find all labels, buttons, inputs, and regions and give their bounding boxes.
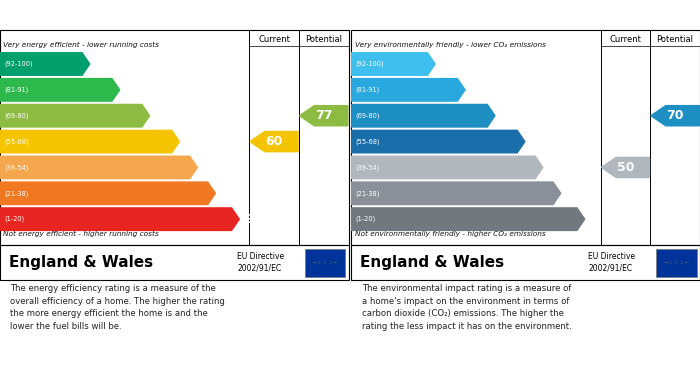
FancyArrow shape xyxy=(0,156,197,179)
Text: F: F xyxy=(218,187,227,200)
FancyArrow shape xyxy=(0,104,150,127)
Text: Very environmentally friendly - lower CO₂ emissions: Very environmentally friendly - lower CO… xyxy=(355,42,546,48)
Text: (55-68): (55-68) xyxy=(356,138,380,145)
FancyArrow shape xyxy=(351,104,495,127)
FancyArrow shape xyxy=(0,182,216,204)
Text: (39-54): (39-54) xyxy=(356,164,380,171)
FancyArrow shape xyxy=(601,157,650,178)
Text: E: E xyxy=(200,161,209,174)
Text: D: D xyxy=(182,135,192,148)
Text: The energy efficiency rating is a measure of the
overall efficiency of a home. T: The energy efficiency rating is a measur… xyxy=(10,284,225,331)
Bar xyxy=(305,249,345,276)
Bar xyxy=(657,249,696,276)
Text: (21-38): (21-38) xyxy=(4,190,29,197)
Text: (81-91): (81-91) xyxy=(4,87,29,93)
FancyArrow shape xyxy=(351,156,542,179)
Text: Current: Current xyxy=(258,35,290,44)
Text: E: E xyxy=(545,161,554,174)
Text: G: G xyxy=(242,213,252,226)
Text: 70: 70 xyxy=(666,109,684,122)
Text: A: A xyxy=(438,57,447,70)
Text: D: D xyxy=(528,135,538,148)
Text: (1-20): (1-20) xyxy=(356,216,376,222)
Text: (69-80): (69-80) xyxy=(4,113,29,119)
Text: (21-38): (21-38) xyxy=(356,190,380,197)
FancyArrow shape xyxy=(351,208,584,230)
Text: EU Directive
2002/91/EC: EU Directive 2002/91/EC xyxy=(589,253,636,273)
Text: Not environmentally friendly - higher CO₂ emissions: Not environmentally friendly - higher CO… xyxy=(355,231,545,237)
Text: B: B xyxy=(468,83,477,96)
Text: Current: Current xyxy=(610,35,641,44)
Text: The environmental impact rating is a measure of
a home's impact on the environme: The environmental impact rating is a mea… xyxy=(362,284,572,331)
FancyArrow shape xyxy=(651,106,699,126)
Text: Energy Efficiency Rating: Energy Efficiency Rating xyxy=(8,9,191,22)
Text: (92-100): (92-100) xyxy=(356,61,384,67)
FancyArrow shape xyxy=(0,130,179,153)
Text: EU Directive
2002/91/EC: EU Directive 2002/91/EC xyxy=(237,253,284,273)
Text: C: C xyxy=(498,109,507,122)
Text: England & Wales: England & Wales xyxy=(8,255,153,270)
Text: C: C xyxy=(153,109,162,122)
Text: 50: 50 xyxy=(617,161,634,174)
Text: Very energy efficient - lower running costs: Very energy efficient - lower running co… xyxy=(4,42,160,48)
Text: A: A xyxy=(92,57,102,70)
FancyArrow shape xyxy=(0,79,120,101)
Text: (92-100): (92-100) xyxy=(4,61,33,67)
Text: 77: 77 xyxy=(315,109,332,122)
FancyArrow shape xyxy=(351,79,465,101)
Text: Potential: Potential xyxy=(657,35,694,44)
Text: G: G xyxy=(587,213,598,226)
FancyArrow shape xyxy=(351,130,525,153)
Text: (55-68): (55-68) xyxy=(4,138,29,145)
Text: 60: 60 xyxy=(265,135,283,148)
Text: England & Wales: England & Wales xyxy=(360,255,504,270)
FancyArrow shape xyxy=(250,131,298,152)
Text: Environmental Impact (CO₂) Rating: Environmental Impact (CO₂) Rating xyxy=(360,9,622,22)
FancyArrow shape xyxy=(300,106,348,126)
Text: (39-54): (39-54) xyxy=(4,164,29,171)
FancyArrow shape xyxy=(0,208,239,230)
Text: (81-91): (81-91) xyxy=(356,87,380,93)
Text: B: B xyxy=(122,83,132,96)
FancyArrow shape xyxy=(351,182,561,204)
Text: (1-20): (1-20) xyxy=(4,216,25,222)
Text: Not energy efficient - higher running costs: Not energy efficient - higher running co… xyxy=(4,231,159,237)
FancyArrow shape xyxy=(351,53,435,75)
Text: Potential: Potential xyxy=(305,35,342,44)
Text: (69-80): (69-80) xyxy=(356,113,380,119)
FancyArrow shape xyxy=(0,53,90,75)
Text: F: F xyxy=(564,187,572,200)
